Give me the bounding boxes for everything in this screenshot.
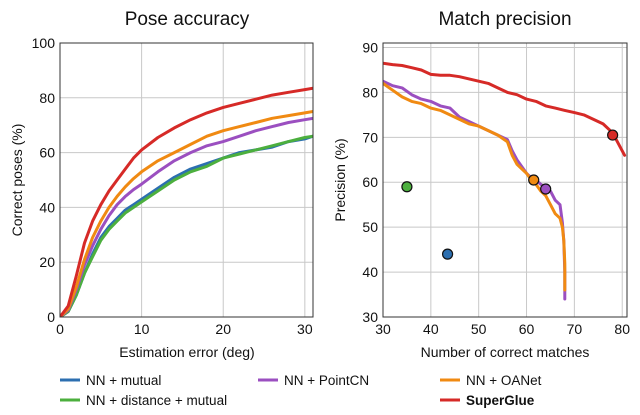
legend-label-nn-pointcn: NN + PointCN [284,373,369,388]
match-precision-xlabel: Number of correct matches [421,344,590,360]
pose-plot-frame [59,42,314,318]
pose-xtick-10: 10 [134,321,150,337]
precision-series-nn-oanet [383,81,567,292]
precision-plot-frame [382,42,628,318]
precision-ytick-90: 90 [362,39,378,55]
legend-label-superglue: SuperGlue [466,393,535,408]
pose-accuracy-ylabel: Correct poses (%) [9,124,25,237]
precision-xtick-60: 60 [519,321,535,337]
match-precision-chart: Match precision Number of correct matche… [332,9,630,360]
pose-accuracy-chart: Pose accuracy Estimation error (deg) Cor… [9,9,314,360]
pose-series-nn-distance-mutual [60,134,313,317]
pose-ytick-80: 80 [39,90,55,106]
precision-point-superglue [607,129,619,141]
pose-ytick-0: 0 [47,309,55,325]
match-precision-title: Match precision [438,9,571,30]
legend: NN + mutual NN + PointCN NN + OANet NN + di… [60,373,542,408]
precision-series-superglue [383,61,627,157]
pose-accuracy-title: Pose accuracy [125,9,250,30]
precision-point-nn-distance-mutual [401,181,413,193]
precision-xtick-50: 50 [471,321,487,337]
precision-ytick-70: 70 [362,129,378,145]
pose-accuracy-xlabel: Estimation error (deg) [119,344,254,360]
precision-ytick-30: 30 [362,309,378,325]
legend-label-nn-mutual: NN + mutual [86,373,161,388]
precision-xtick-30: 30 [375,321,391,337]
precision-ytick-50: 50 [362,219,378,235]
pose-series-nn-oanet [60,110,313,317]
precision-xtick-40: 40 [423,321,439,337]
precision-xtick-70: 70 [567,321,583,337]
pose-xtick-20: 20 [215,321,231,337]
precision-point-nn-mutual [441,248,454,260]
precision-ytick-40: 40 [362,264,378,280]
pose-series-nn-pointcn [60,116,313,317]
pose-xtick-0: 0 [56,321,64,337]
pose-xtick-30: 30 [297,321,313,337]
pose-ytick-100: 100 [32,35,56,51]
pose-series-superglue [60,86,313,317]
legend-label-nn-distance-mutual: NN + distance + mutual [86,393,227,408]
precision-series-nn-pointcn [383,79,567,301]
match-precision-ylabel: Precision (%) [332,138,348,221]
legend-label-nn-oanet: NN + OANet [466,373,542,388]
precision-point-nn-oanet [528,174,540,186]
pose-ytick-20: 20 [39,254,55,270]
pose-ytick-60: 60 [39,145,55,161]
precision-xtick-80: 80 [614,321,630,337]
precision-ytick-60: 60 [362,174,378,190]
precision-point-nn-pointcn [540,183,552,195]
precision-ytick-80: 80 [362,84,378,100]
pose-ytick-40: 40 [39,199,55,215]
